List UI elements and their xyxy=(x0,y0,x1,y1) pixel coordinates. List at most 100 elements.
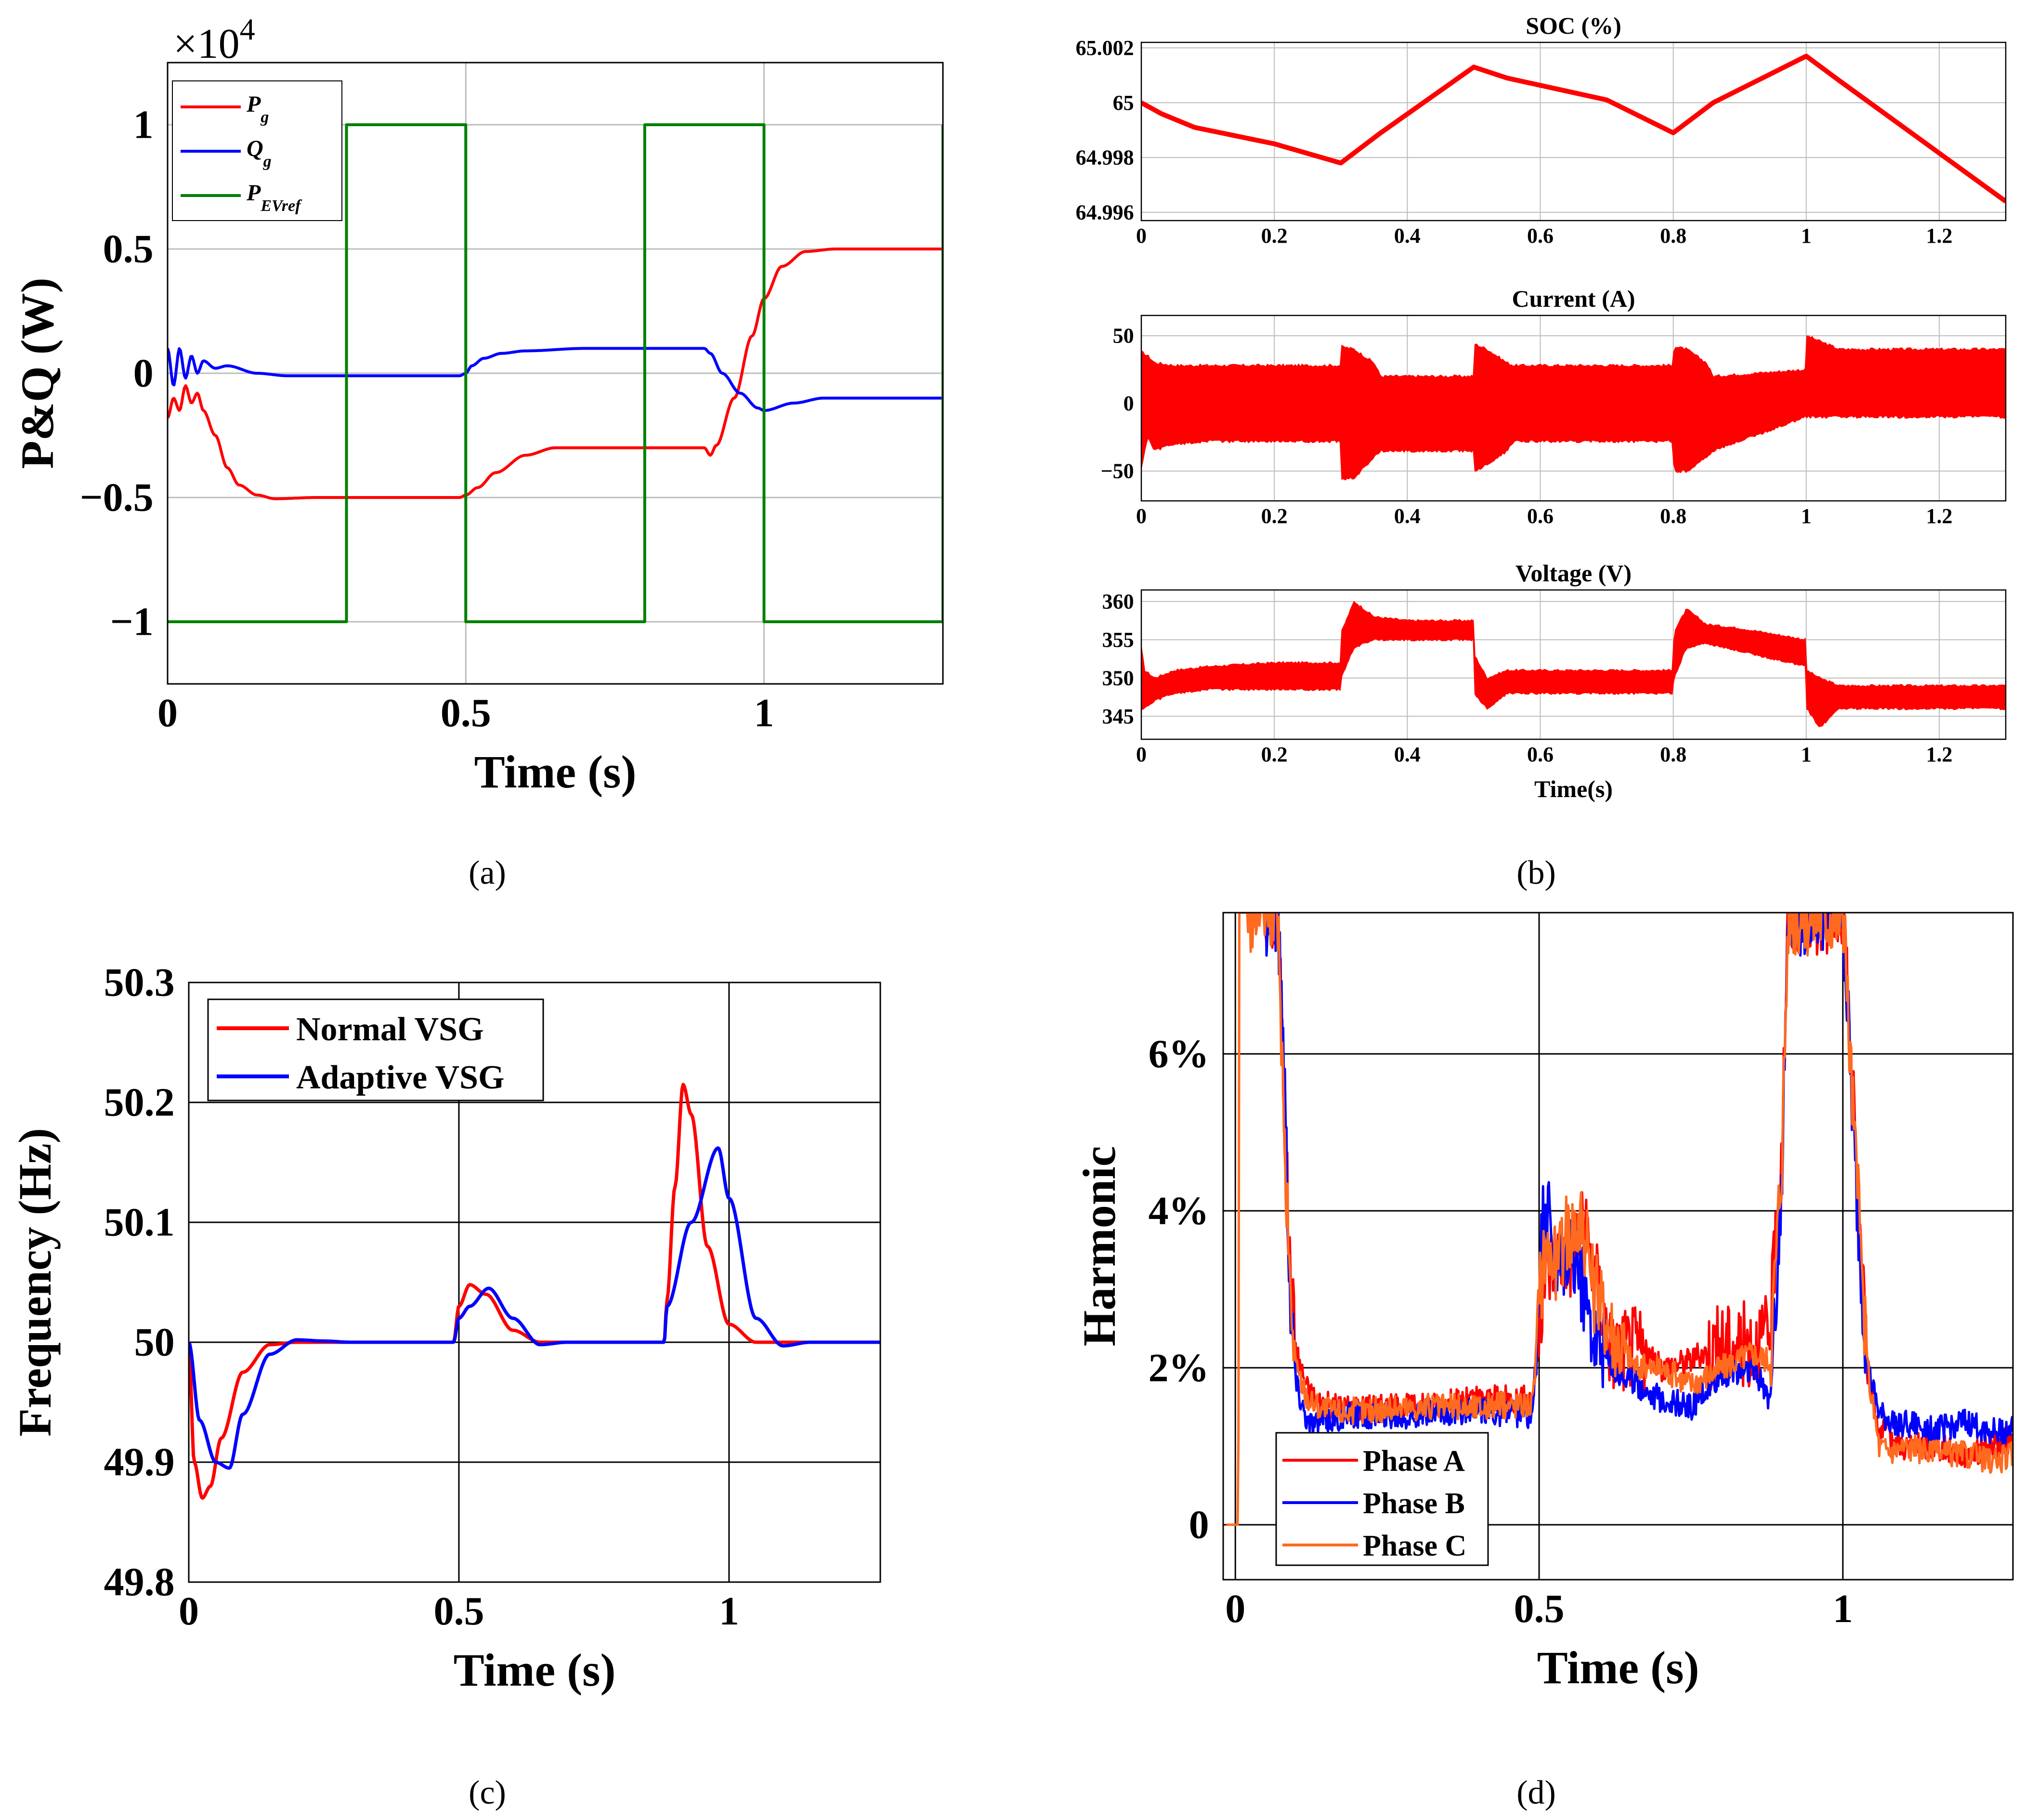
y-tick-label: 65.002 xyxy=(1076,36,1134,60)
series-group xyxy=(189,1083,880,1500)
series-line-p-evref xyxy=(168,123,943,623)
x-axis-label: Time (s) xyxy=(474,746,637,798)
y-tick-label: 345 xyxy=(1102,705,1134,728)
x-tick-label: 0.4 xyxy=(1394,224,1421,248)
chart-b-soc: 0 0.2 0.4 0.6 0.8 1 1.2 64.996 64.998 65 65.002 SOC… xyxy=(1076,12,2007,248)
panel-label-b: (b) xyxy=(1516,854,1556,891)
legend-label-sub: EVref xyxy=(260,197,302,215)
x-tick-label: 1 xyxy=(719,1589,739,1634)
x-tick-label: 1.2 xyxy=(1926,504,1952,528)
y-tick-label: −1 xyxy=(110,600,154,644)
y-tick-label: 49.9 xyxy=(104,1440,175,1485)
x-tick-label: 0.6 xyxy=(1527,743,1554,766)
panel-label-a: (a) xyxy=(469,854,506,891)
y-tick-label: −50 xyxy=(1101,459,1134,483)
x-tick-label: 0.6 xyxy=(1527,504,1554,528)
x-tick-label: 0.5 xyxy=(1514,1586,1565,1631)
y-tick-label: 50 xyxy=(1113,324,1134,348)
grid xyxy=(1141,42,2006,221)
chart-c: 0 0.5 1 49.8 49.9 50 50.1 50.2 50.3 Time (s) Frequ… xyxy=(9,960,881,1696)
y-tick-label: 4% xyxy=(1149,1189,1209,1233)
y-tick-label: 0 xyxy=(133,351,154,396)
axes-frame xyxy=(167,62,944,685)
x-tick-label: 0 xyxy=(1136,504,1147,528)
y-tick-label: 65 xyxy=(1113,91,1134,115)
axes-frame xyxy=(1140,314,2007,502)
x-tick-label: 0 xyxy=(1225,1586,1245,1631)
series-group xyxy=(1141,53,2006,204)
legend: Phase A Phase B Phase C xyxy=(1275,1432,1489,1566)
series-group xyxy=(1141,601,2006,727)
grid xyxy=(1223,913,2013,1580)
series-group xyxy=(1141,335,2006,481)
x-tick-label: 0.2 xyxy=(1261,743,1288,766)
legend-box xyxy=(1275,1432,1489,1566)
x-tick-label: 0.2 xyxy=(1261,224,1288,248)
series-group xyxy=(1226,913,2013,1526)
x-tick-label: 0.6 xyxy=(1527,224,1554,248)
y-tick-label: 0 xyxy=(1124,392,1134,415)
x-axis-label: Time (s) xyxy=(1537,1642,1699,1693)
y-axis-label: Frequency (Hz) xyxy=(9,1128,61,1437)
series-band-voltage-band xyxy=(1141,601,2006,727)
y-tick-label: 49.8 xyxy=(104,1560,175,1605)
chart-title: Voltage (V) xyxy=(1515,560,1632,587)
y-tick-label: −0.5 xyxy=(80,475,154,520)
x-tick-label: 1.2 xyxy=(1926,224,1952,248)
axes-frame xyxy=(1222,912,2014,1581)
y-tick-label: 1 xyxy=(133,103,154,147)
series-line-phase-c xyxy=(1226,913,2013,1526)
series-line-q-g xyxy=(168,347,943,412)
y-tick-label: 355 xyxy=(1102,628,1134,652)
y-tick-label: 0.5 xyxy=(103,227,154,272)
chart-title: Current (A) xyxy=(1512,285,1635,312)
legend-box xyxy=(207,998,544,1101)
y-tick-label: 50.3 xyxy=(104,960,175,1005)
panel-label-c: (c) xyxy=(469,1774,506,1811)
y-tick-label: 50 xyxy=(134,1320,175,1365)
legend: Normal VSG Adaptive VSG xyxy=(207,998,544,1101)
x-tick-label: 0 xyxy=(179,1589,199,1634)
legend-label-sub: g xyxy=(263,153,272,170)
y-tick-label: 64.996 xyxy=(1076,200,1134,224)
axes-frame xyxy=(1140,41,2007,222)
y-tick-label: 0 xyxy=(1189,1503,1209,1547)
y-tick-label: 50.2 xyxy=(104,1080,175,1125)
x-axis-label: Time(s) xyxy=(1534,775,1613,802)
legend-label-sub: g xyxy=(260,108,269,126)
legend-label: Normal VSG xyxy=(296,1011,484,1048)
x-tick-label: 1 xyxy=(1801,743,1812,766)
series-line-adaptive-vsg xyxy=(189,1146,880,1470)
chart-title: SOC (%) xyxy=(1526,12,1621,39)
y-tick-label: 350 xyxy=(1102,666,1134,690)
x-tick-label: 0.4 xyxy=(1394,743,1421,766)
x-tick-label: 0 xyxy=(1136,743,1147,766)
x-tick-label: 0.2 xyxy=(1261,504,1288,528)
x-tick-label: 0.8 xyxy=(1660,743,1686,766)
series-line-p-g xyxy=(168,248,943,500)
x-axis-label: Time (s) xyxy=(454,1644,616,1696)
legend-label: Phase B xyxy=(1363,1487,1465,1520)
y-tick-label: 2% xyxy=(1149,1346,1209,1390)
series-line-phase-b xyxy=(1265,913,2013,1445)
x-tick-label: 1 xyxy=(754,691,774,735)
x-tick-label: 0.5 xyxy=(433,1589,484,1634)
x-tick-label: 0.5 xyxy=(441,691,491,735)
axis-exponent-power: 4 xyxy=(240,12,255,46)
panel-label-d: (d) xyxy=(1516,1774,1556,1811)
axes-frame xyxy=(188,982,881,1583)
legend-label: Adaptive VSG xyxy=(296,1059,504,1096)
x-tick-label: 0 xyxy=(1136,224,1147,248)
x-tick-label: 1 xyxy=(1801,224,1812,248)
series-group xyxy=(168,123,943,623)
x-tick-label: 0.8 xyxy=(1660,224,1686,248)
x-tick-label: 0.4 xyxy=(1394,504,1421,528)
legend-label: Phase A xyxy=(1363,1445,1465,1478)
x-tick-label: 1 xyxy=(1801,504,1812,528)
x-tick-label: 0.8 xyxy=(1660,504,1686,528)
x-tick-label: 1 xyxy=(1833,1586,1853,1631)
